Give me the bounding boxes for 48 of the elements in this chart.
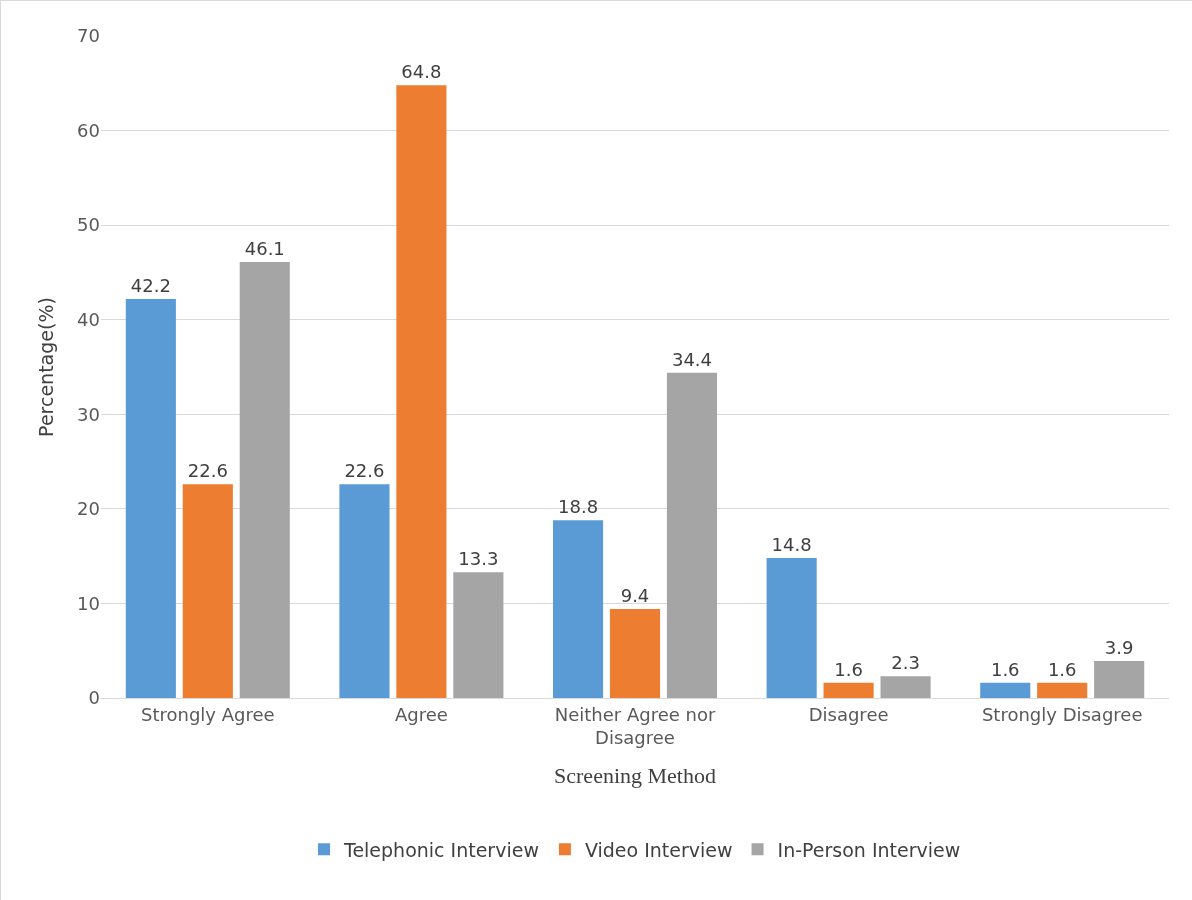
bar [182,484,233,698]
bar [339,484,390,698]
y-tick-label: 50 [77,214,100,236]
data-label: 9.4 [620,585,650,607]
bar [766,558,817,698]
bar [880,676,931,698]
x-tick-label: Disagree [808,703,889,725]
y-tick-label: 30 [77,403,100,425]
data-label: 42.2 [130,274,171,296]
y-tick-label: 70 [77,25,100,47]
data-label: 34.4 [671,348,712,370]
y-axis-title: Percentage(%) [34,297,57,437]
data-label: 22.6 [187,460,228,482]
data-label: 1.6 [834,658,863,680]
x-tick-label: Strongly Disagree [981,703,1143,725]
y-tick-label: 0 [88,687,100,709]
data-label: 1.6 [990,658,1020,680]
data-label: 3.9 [1104,637,1134,659]
y-tick-label: 60 [77,119,100,141]
x-tick-label: Strongly Agree [141,703,275,725]
x-tick-label: Neither Agree nor Disagree [554,703,716,748]
data-label: 22.6 [344,460,385,482]
y-tick-label: 10 [77,592,100,614]
bar [453,572,504,698]
legend-label: Video Interview [584,838,733,861]
x-axis-title: Screening Method [554,762,716,788]
legend-label: In-Person Interview [777,838,961,861]
bar [666,372,718,698]
bar [125,298,176,698]
y-tick-label: 40 [77,309,100,331]
data-label: 46.1 [244,238,285,260]
bar [980,682,1031,698]
data-label: 1.6 [1047,658,1077,680]
data-label: 18.8 [558,496,599,518]
bar [609,609,661,698]
legend-label: Telephonic Interview [343,838,539,861]
bar [1037,682,1088,698]
data-label: 14.8 [771,534,812,556]
data-label: 64.8 [401,61,442,83]
data-label: 13.3 [458,548,499,570]
data-label: 2.3 [891,652,920,674]
bar [239,262,290,698]
bar [1094,661,1145,698]
bar [552,520,604,698]
bar [396,85,447,698]
y-tick-label: 20 [77,498,100,520]
x-tick-label: Agree [394,703,448,725]
bar [823,682,874,698]
